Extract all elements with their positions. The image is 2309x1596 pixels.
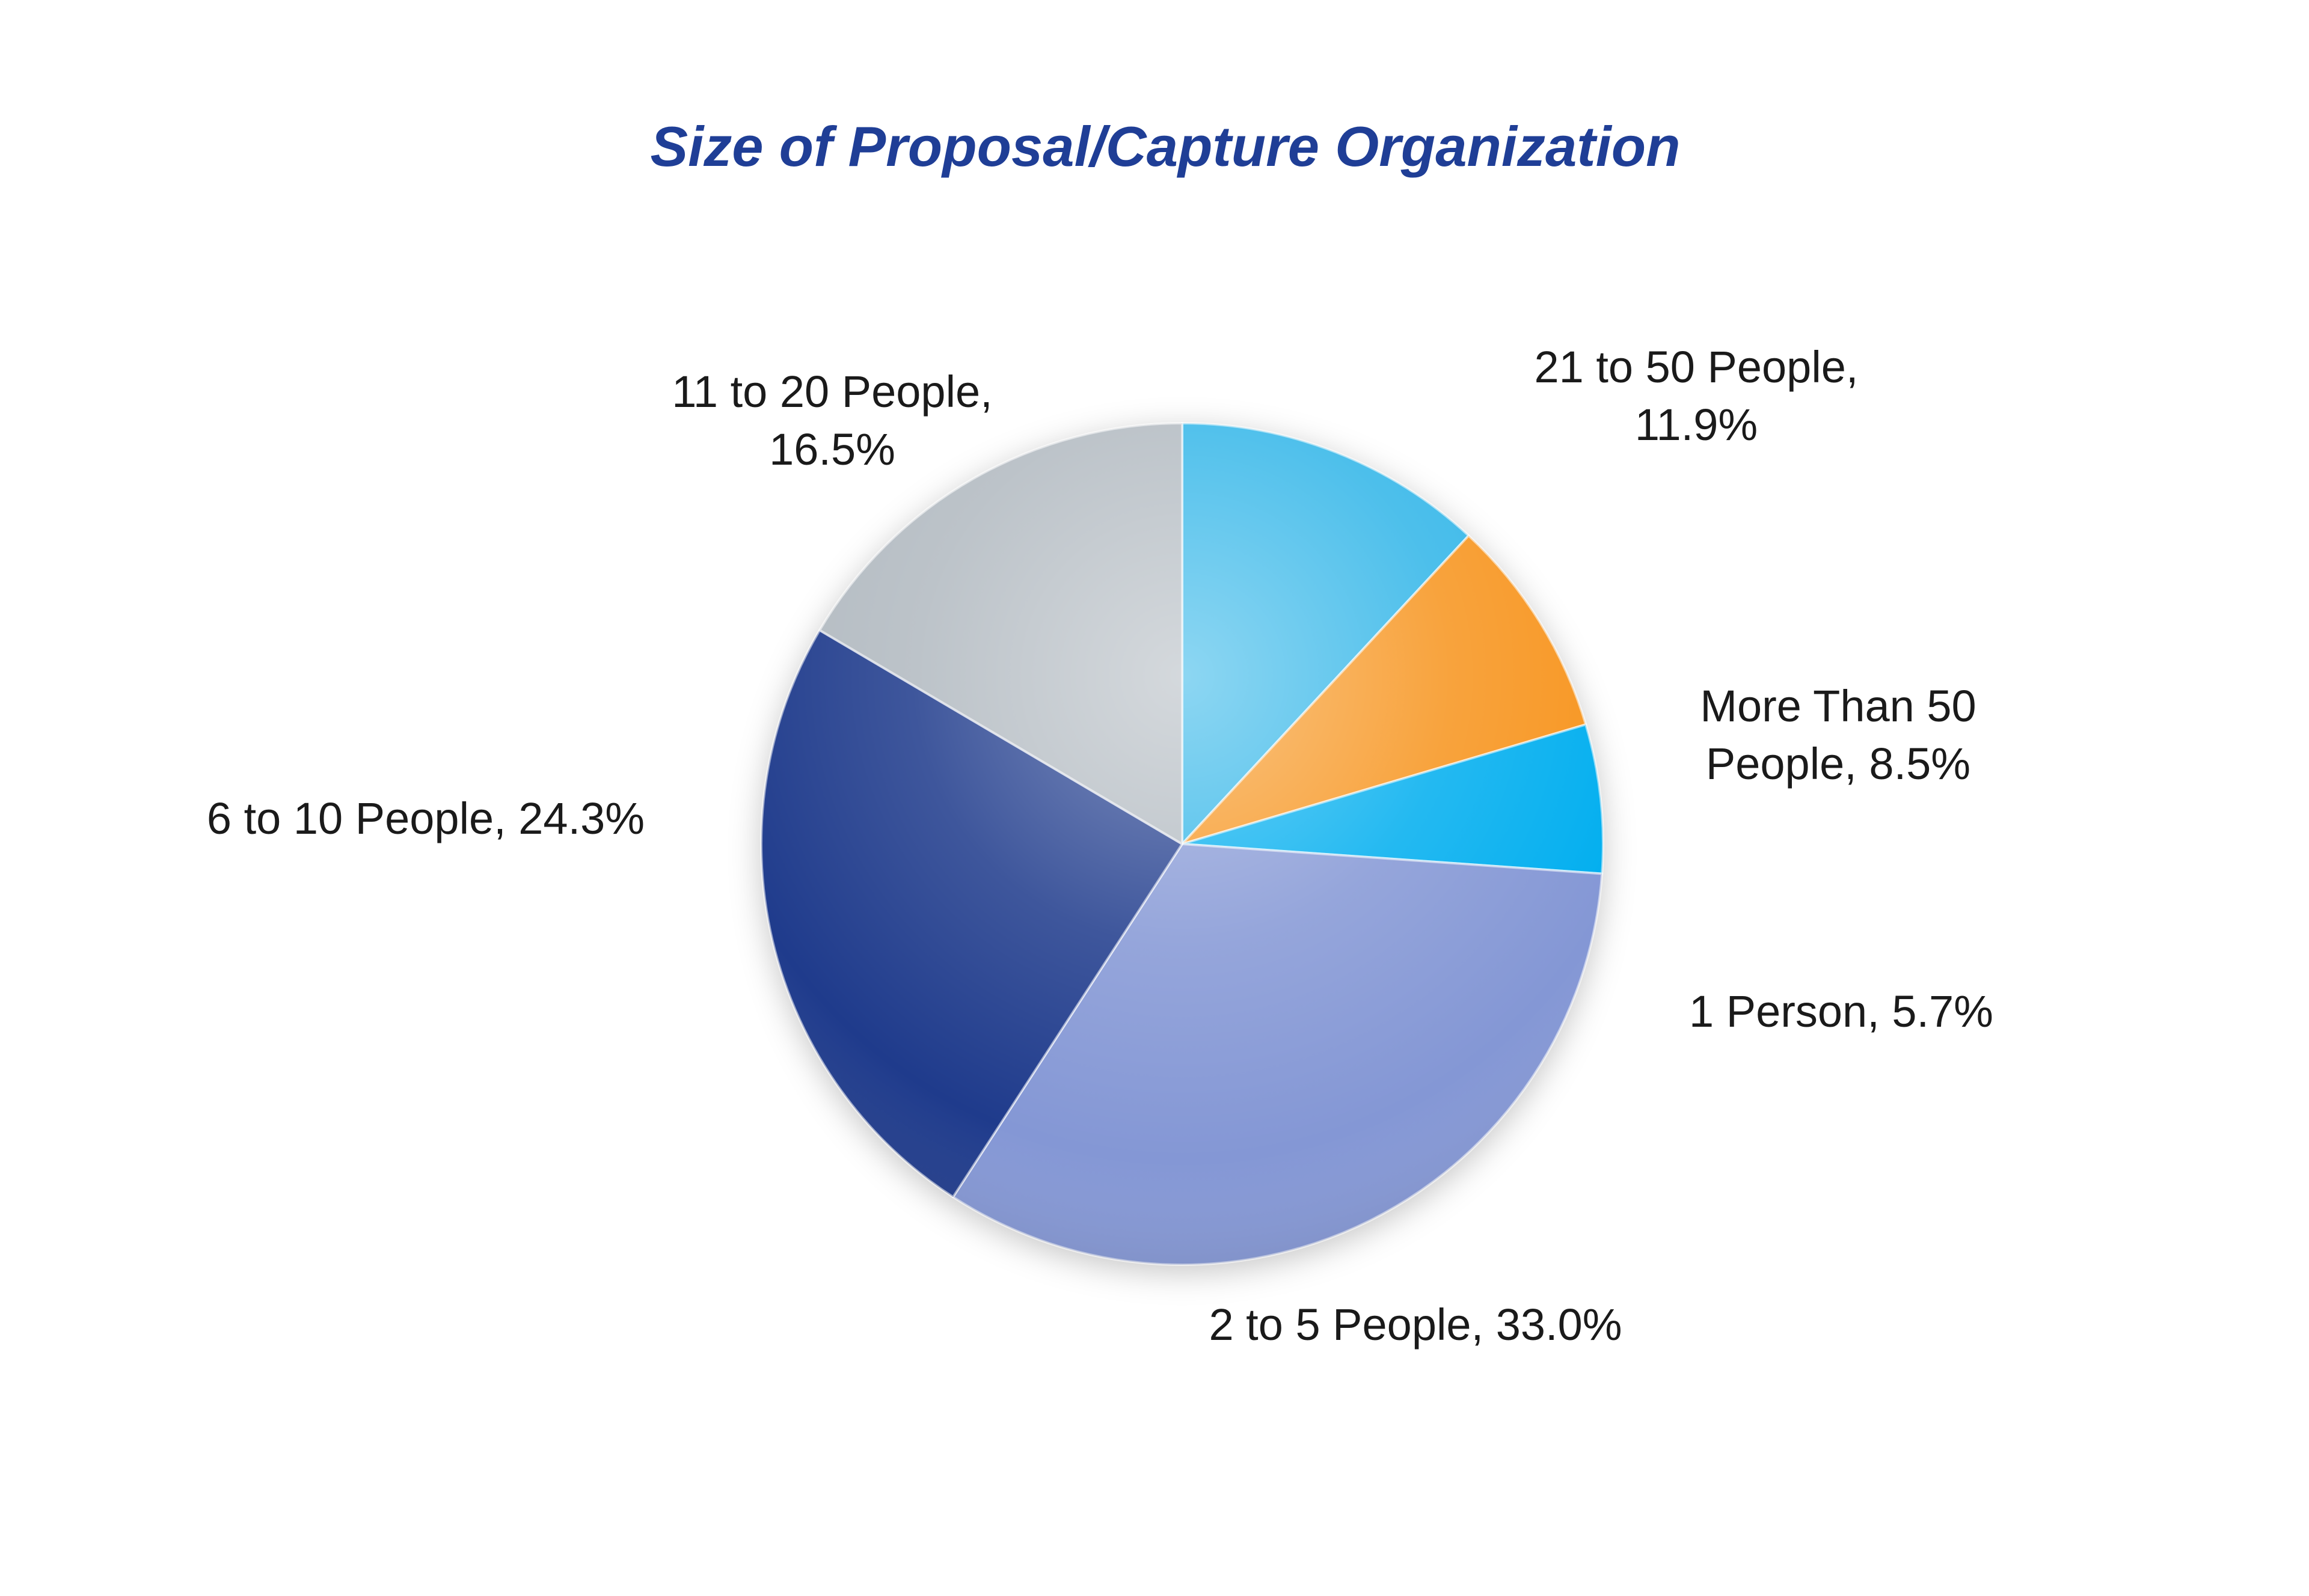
slice-label-line: 11.9% <box>1634 400 1758 450</box>
slice-label-2-to-5-people: 2 to 5 People, 33.0% <box>1209 1296 1622 1354</box>
slice-label-more-than-50-people: More Than 50 People, 8.5% <box>1700 677 1976 793</box>
slice-label-11-to-20-people: 11 to 20 People, 16.5% <box>672 363 993 478</box>
slice-label-line: 6 to 10 People, 24.3% <box>206 793 645 843</box>
slice-label-line: 11 to 20 People, <box>672 366 993 417</box>
slice-label-6-to-10-people: 6 to 10 People, 24.3% <box>207 790 645 848</box>
slice-label-line: More Than 50 <box>1700 680 1976 731</box>
slice-label-line: People, 8.5% <box>1705 739 1971 789</box>
pie-slices-group <box>760 422 1604 1266</box>
slice-label-line: 2 to 5 People, 33.0% <box>1209 1299 1622 1350</box>
slice-label-1-person: 1 Person, 5.7% <box>1689 983 1993 1041</box>
slice-label-line: 21 to 50 People, <box>1534 341 1859 392</box>
pie-svg <box>760 422 1604 1266</box>
slice-label-line: 16.5% <box>769 424 895 474</box>
slice-label-21-to-50-people: 21 to 50 People, 11.9% <box>1535 338 1859 454</box>
chart-title: Size of Proposal/Capture Organization <box>650 115 1681 178</box>
slice-label-line: 1 Person, 5.7% <box>1689 986 1993 1036</box>
